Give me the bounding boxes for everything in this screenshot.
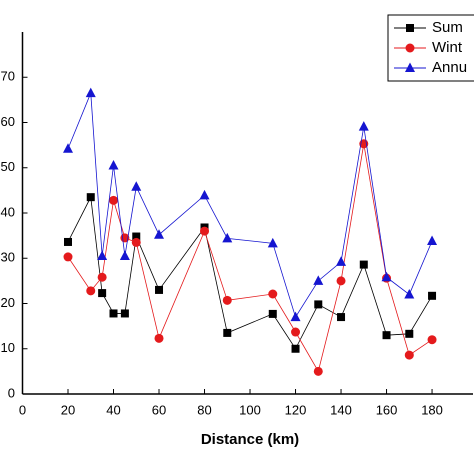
point [291, 344, 300, 353]
x-tick-label: 120 [285, 402, 307, 417]
point [268, 309, 277, 318]
legend-marker [406, 24, 414, 32]
point [381, 271, 392, 282]
point [131, 237, 141, 247]
point [200, 226, 210, 236]
point [63, 143, 74, 153]
point [64, 237, 73, 246]
point [86, 286, 96, 296]
legend-label: Annu [432, 59, 467, 76]
y-tick-label: 0 [8, 385, 15, 400]
point [268, 289, 278, 299]
point [223, 328, 232, 337]
x-tick-label: 80 [197, 402, 211, 417]
point [405, 329, 414, 338]
point [313, 366, 323, 376]
x-tick-label: 20 [61, 402, 75, 417]
point [63, 252, 73, 262]
point [336, 256, 347, 266]
x-tick-label: 180 [421, 402, 443, 417]
point [86, 193, 95, 202]
point [109, 195, 119, 205]
point [382, 331, 391, 340]
y-tick-label: 70 [1, 69, 15, 84]
legend-label: Sum [432, 19, 463, 36]
point [267, 237, 278, 248]
point [427, 335, 437, 345]
point [314, 300, 323, 309]
legend-marker [405, 62, 415, 72]
point [85, 87, 96, 98]
point [222, 232, 233, 243]
point [428, 291, 437, 300]
x-tick-label: 60 [152, 402, 166, 417]
point [131, 181, 142, 191]
series-line [67, 92, 433, 319]
series-line [67, 195, 433, 350]
point [97, 250, 108, 260]
point [404, 350, 414, 360]
point [222, 295, 232, 305]
point [108, 159, 119, 170]
point [154, 333, 164, 343]
y-tick-label: 30 [1, 250, 15, 265]
point [154, 229, 165, 239]
point [120, 309, 129, 318]
x-tick-label: 160 [376, 402, 398, 417]
point [291, 327, 301, 337]
point [199, 189, 210, 200]
point [359, 260, 368, 269]
y-tick-label: 10 [1, 340, 15, 355]
point [337, 313, 346, 322]
point [119, 250, 130, 260]
y-tick-label: 60 [1, 114, 15, 129]
x-tick-label: 40 [106, 402, 120, 417]
point [404, 288, 415, 299]
point [155, 285, 164, 294]
x-axis-label: Distance (km) [201, 431, 299, 448]
point [313, 275, 324, 285]
legend-marker [405, 43, 415, 53]
point [358, 121, 369, 131]
point [290, 311, 301, 322]
x-tick-label: 140 [330, 402, 352, 417]
x-tick-label: 100 [239, 402, 261, 417]
y-tick-label: 40 [1, 204, 15, 219]
point [132, 232, 141, 241]
point [336, 276, 346, 286]
legend-label: Wint [432, 39, 463, 56]
point [98, 289, 107, 298]
point [109, 309, 118, 318]
point [427, 235, 438, 246]
x-tick-label: 0 [19, 402, 26, 417]
y-tick-label: 50 [1, 159, 15, 174]
y-tick-label: 20 [1, 295, 15, 310]
point [97, 272, 107, 282]
